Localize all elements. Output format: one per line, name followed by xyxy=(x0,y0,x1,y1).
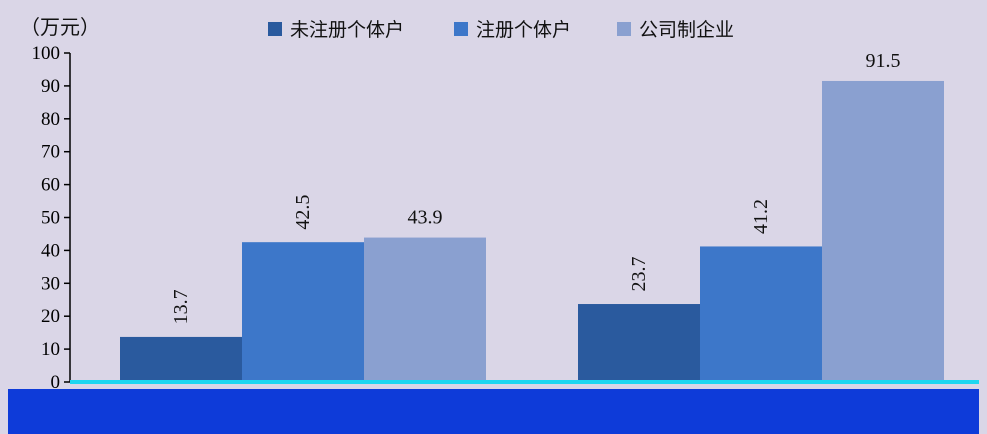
bar xyxy=(242,242,364,382)
bar xyxy=(822,80,944,382)
legend-label: 公司制企业 xyxy=(639,19,734,41)
bars xyxy=(120,80,944,382)
value-label: 42.5 xyxy=(292,195,314,230)
y-tick-label: 90 xyxy=(41,76,60,97)
value-label: 23.7 xyxy=(628,257,650,292)
unit-label: （万元） xyxy=(20,15,100,39)
y-axis: 0 10 20 30 40 50 60 70 80 90 100 xyxy=(32,43,71,393)
y-tick-label: 60 xyxy=(41,175,60,196)
y-tick-label: 50 xyxy=(41,208,60,229)
legend-label: 注册个体户 xyxy=(476,19,571,41)
y-tick-label: 70 xyxy=(41,142,60,163)
value-label: 41.2 xyxy=(750,199,772,234)
y-tick-label: 10 xyxy=(41,339,60,360)
value-labels: 13.7 42.5 43.9 23.7 41.2 91.5 xyxy=(170,50,901,324)
bar xyxy=(578,304,700,382)
y-tick-label: 0 xyxy=(51,372,61,393)
bar xyxy=(120,336,242,382)
y-tick-label: 30 xyxy=(41,273,60,294)
bar xyxy=(364,237,486,382)
y-tick-label: 80 xyxy=(41,109,60,130)
legend-label: 未注册个体户 xyxy=(290,19,404,41)
category-band xyxy=(8,389,979,434)
value-label: 91.5 xyxy=(866,50,901,72)
legend-swatch xyxy=(617,22,631,36)
value-label: 43.9 xyxy=(408,207,443,229)
y-tick-label: 100 xyxy=(32,43,61,64)
legend: 未注册个体户 注册个体户 公司制企业 xyxy=(268,19,734,41)
y-tick-label: 40 xyxy=(41,240,60,261)
value-label: 13.7 xyxy=(170,289,192,324)
y-tick-label: 20 xyxy=(41,306,60,327)
bar xyxy=(700,246,822,382)
legend-swatch xyxy=(454,22,468,36)
legend-swatch xyxy=(268,22,282,36)
